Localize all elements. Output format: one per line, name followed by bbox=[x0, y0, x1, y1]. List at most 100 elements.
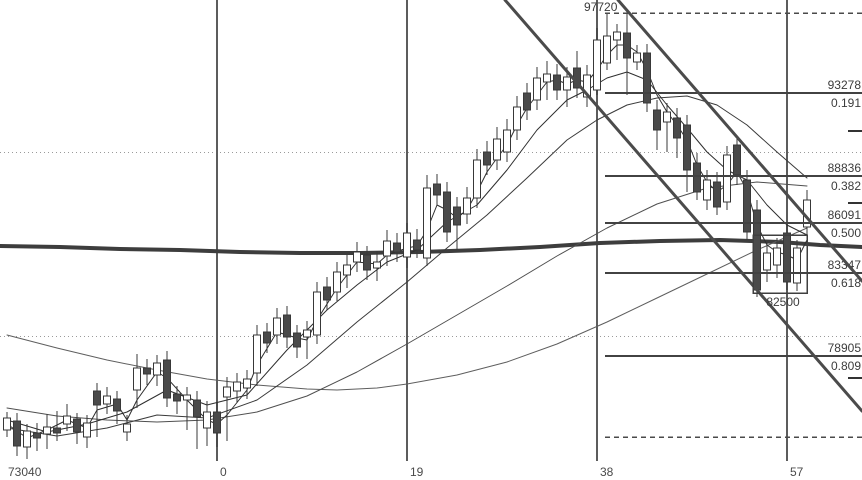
candle-down bbox=[653, 109, 661, 131]
candle-down bbox=[323, 286, 331, 301]
candle-up bbox=[543, 73, 551, 83]
ma-thick-200-line bbox=[0, 238, 862, 255]
candle-up bbox=[763, 252, 771, 271]
candle-up bbox=[593, 39, 601, 91]
candle-down bbox=[33, 432, 41, 439]
candle-down bbox=[683, 124, 691, 171]
x-axis-label: 19 bbox=[410, 465, 424, 479]
candle-up bbox=[243, 378, 251, 389]
x-axis-label: 57 bbox=[790, 465, 804, 479]
candle-down bbox=[143, 367, 151, 375]
candle-up bbox=[703, 179, 711, 201]
x-axis-label: 38 bbox=[600, 465, 614, 479]
candle-up bbox=[373, 261, 381, 269]
x-axis-label: 0 bbox=[220, 465, 227, 479]
candle-down bbox=[783, 232, 791, 283]
candle-down bbox=[483, 151, 491, 166]
candle-down bbox=[673, 117, 681, 139]
ma-slow-50-line bbox=[6, 181, 808, 423]
candle-up bbox=[83, 422, 91, 438]
fib-ratio-label: 0.191 bbox=[831, 96, 861, 110]
trendline[interactable] bbox=[616, 0, 862, 283]
candle-down bbox=[173, 393, 181, 402]
candle-up bbox=[103, 395, 111, 405]
fib-ratio-label: 0.809 bbox=[831, 359, 861, 373]
candle-up bbox=[343, 264, 351, 276]
candle-down bbox=[643, 52, 651, 104]
candle-down bbox=[213, 411, 221, 434]
candle-down bbox=[113, 398, 121, 412]
candle-down bbox=[713, 181, 721, 208]
candle-down bbox=[363, 254, 371, 271]
rectangle-object[interactable] bbox=[752, 234, 808, 294]
candle-down bbox=[13, 420, 21, 447]
candle-up bbox=[583, 74, 591, 98]
fib-ratio-label: 0.618 bbox=[831, 276, 861, 290]
candle-up bbox=[633, 52, 641, 63]
fib-ratio-label: 0.500 bbox=[831, 226, 861, 240]
candle-up bbox=[533, 77, 541, 101]
candle-up bbox=[663, 111, 671, 123]
candle-down bbox=[53, 427, 61, 434]
candle-up bbox=[123, 423, 131, 433]
candle-up bbox=[133, 367, 141, 391]
candle-up bbox=[423, 187, 431, 259]
candle-up bbox=[153, 362, 161, 376]
candle-down bbox=[743, 179, 751, 233]
candle-up bbox=[613, 31, 621, 41]
candle-up bbox=[253, 334, 261, 374]
candle-down bbox=[413, 239, 421, 251]
candle-up bbox=[233, 381, 241, 392]
candle-up bbox=[723, 154, 731, 203]
candle-up bbox=[403, 232, 411, 258]
candle-up bbox=[513, 106, 521, 131]
candle-down bbox=[73, 418, 81, 433]
candle-up bbox=[503, 129, 511, 153]
candle-down bbox=[623, 32, 631, 59]
candle-up bbox=[383, 240, 391, 257]
x-axis-label: 73040 bbox=[8, 465, 42, 479]
candle-down bbox=[193, 399, 201, 418]
fib-price-label: 78905 bbox=[828, 341, 862, 355]
trendline[interactable] bbox=[503, 0, 862, 413]
candle-up bbox=[63, 415, 71, 425]
fib-price-label: 93278 bbox=[828, 78, 862, 92]
candle-down bbox=[393, 242, 401, 253]
candle-down bbox=[443, 191, 451, 233]
candle-up bbox=[773, 247, 781, 266]
candle-down bbox=[693, 162, 701, 193]
candle-up bbox=[43, 426, 51, 435]
candle-down bbox=[733, 144, 741, 176]
candle-down bbox=[453, 206, 461, 226]
candle-up bbox=[793, 247, 801, 284]
candle-up bbox=[353, 251, 361, 263]
candle-down bbox=[263, 331, 271, 344]
candle-up bbox=[183, 394, 191, 401]
candle-up bbox=[303, 329, 311, 338]
candle-up bbox=[333, 271, 341, 293]
candle-up bbox=[3, 417, 11, 431]
candle-down bbox=[523, 92, 531, 111]
fib-price-label: 88836 bbox=[828, 161, 862, 175]
candle-down bbox=[283, 314, 291, 338]
fib-ratio-label: 0.382 bbox=[831, 179, 861, 193]
rectangle-price-label: 82500 bbox=[766, 295, 800, 309]
fib-price-label: 86091 bbox=[828, 208, 862, 222]
candle-up bbox=[493, 138, 501, 161]
candle-up bbox=[603, 35, 611, 64]
candle-down bbox=[293, 332, 301, 348]
candle-up bbox=[313, 291, 321, 336]
fib-top-price-label: 97720 bbox=[584, 0, 618, 14]
candle-down bbox=[163, 359, 171, 399]
candle-down bbox=[433, 183, 441, 196]
candle-up bbox=[203, 411, 211, 429]
candle-up bbox=[273, 317, 281, 336]
candle-up bbox=[473, 159, 481, 199]
candle-up bbox=[463, 197, 471, 215]
candle-up bbox=[563, 76, 571, 91]
candle-down bbox=[93, 390, 101, 406]
candle-up bbox=[223, 386, 231, 398]
candle-down bbox=[553, 74, 561, 91]
